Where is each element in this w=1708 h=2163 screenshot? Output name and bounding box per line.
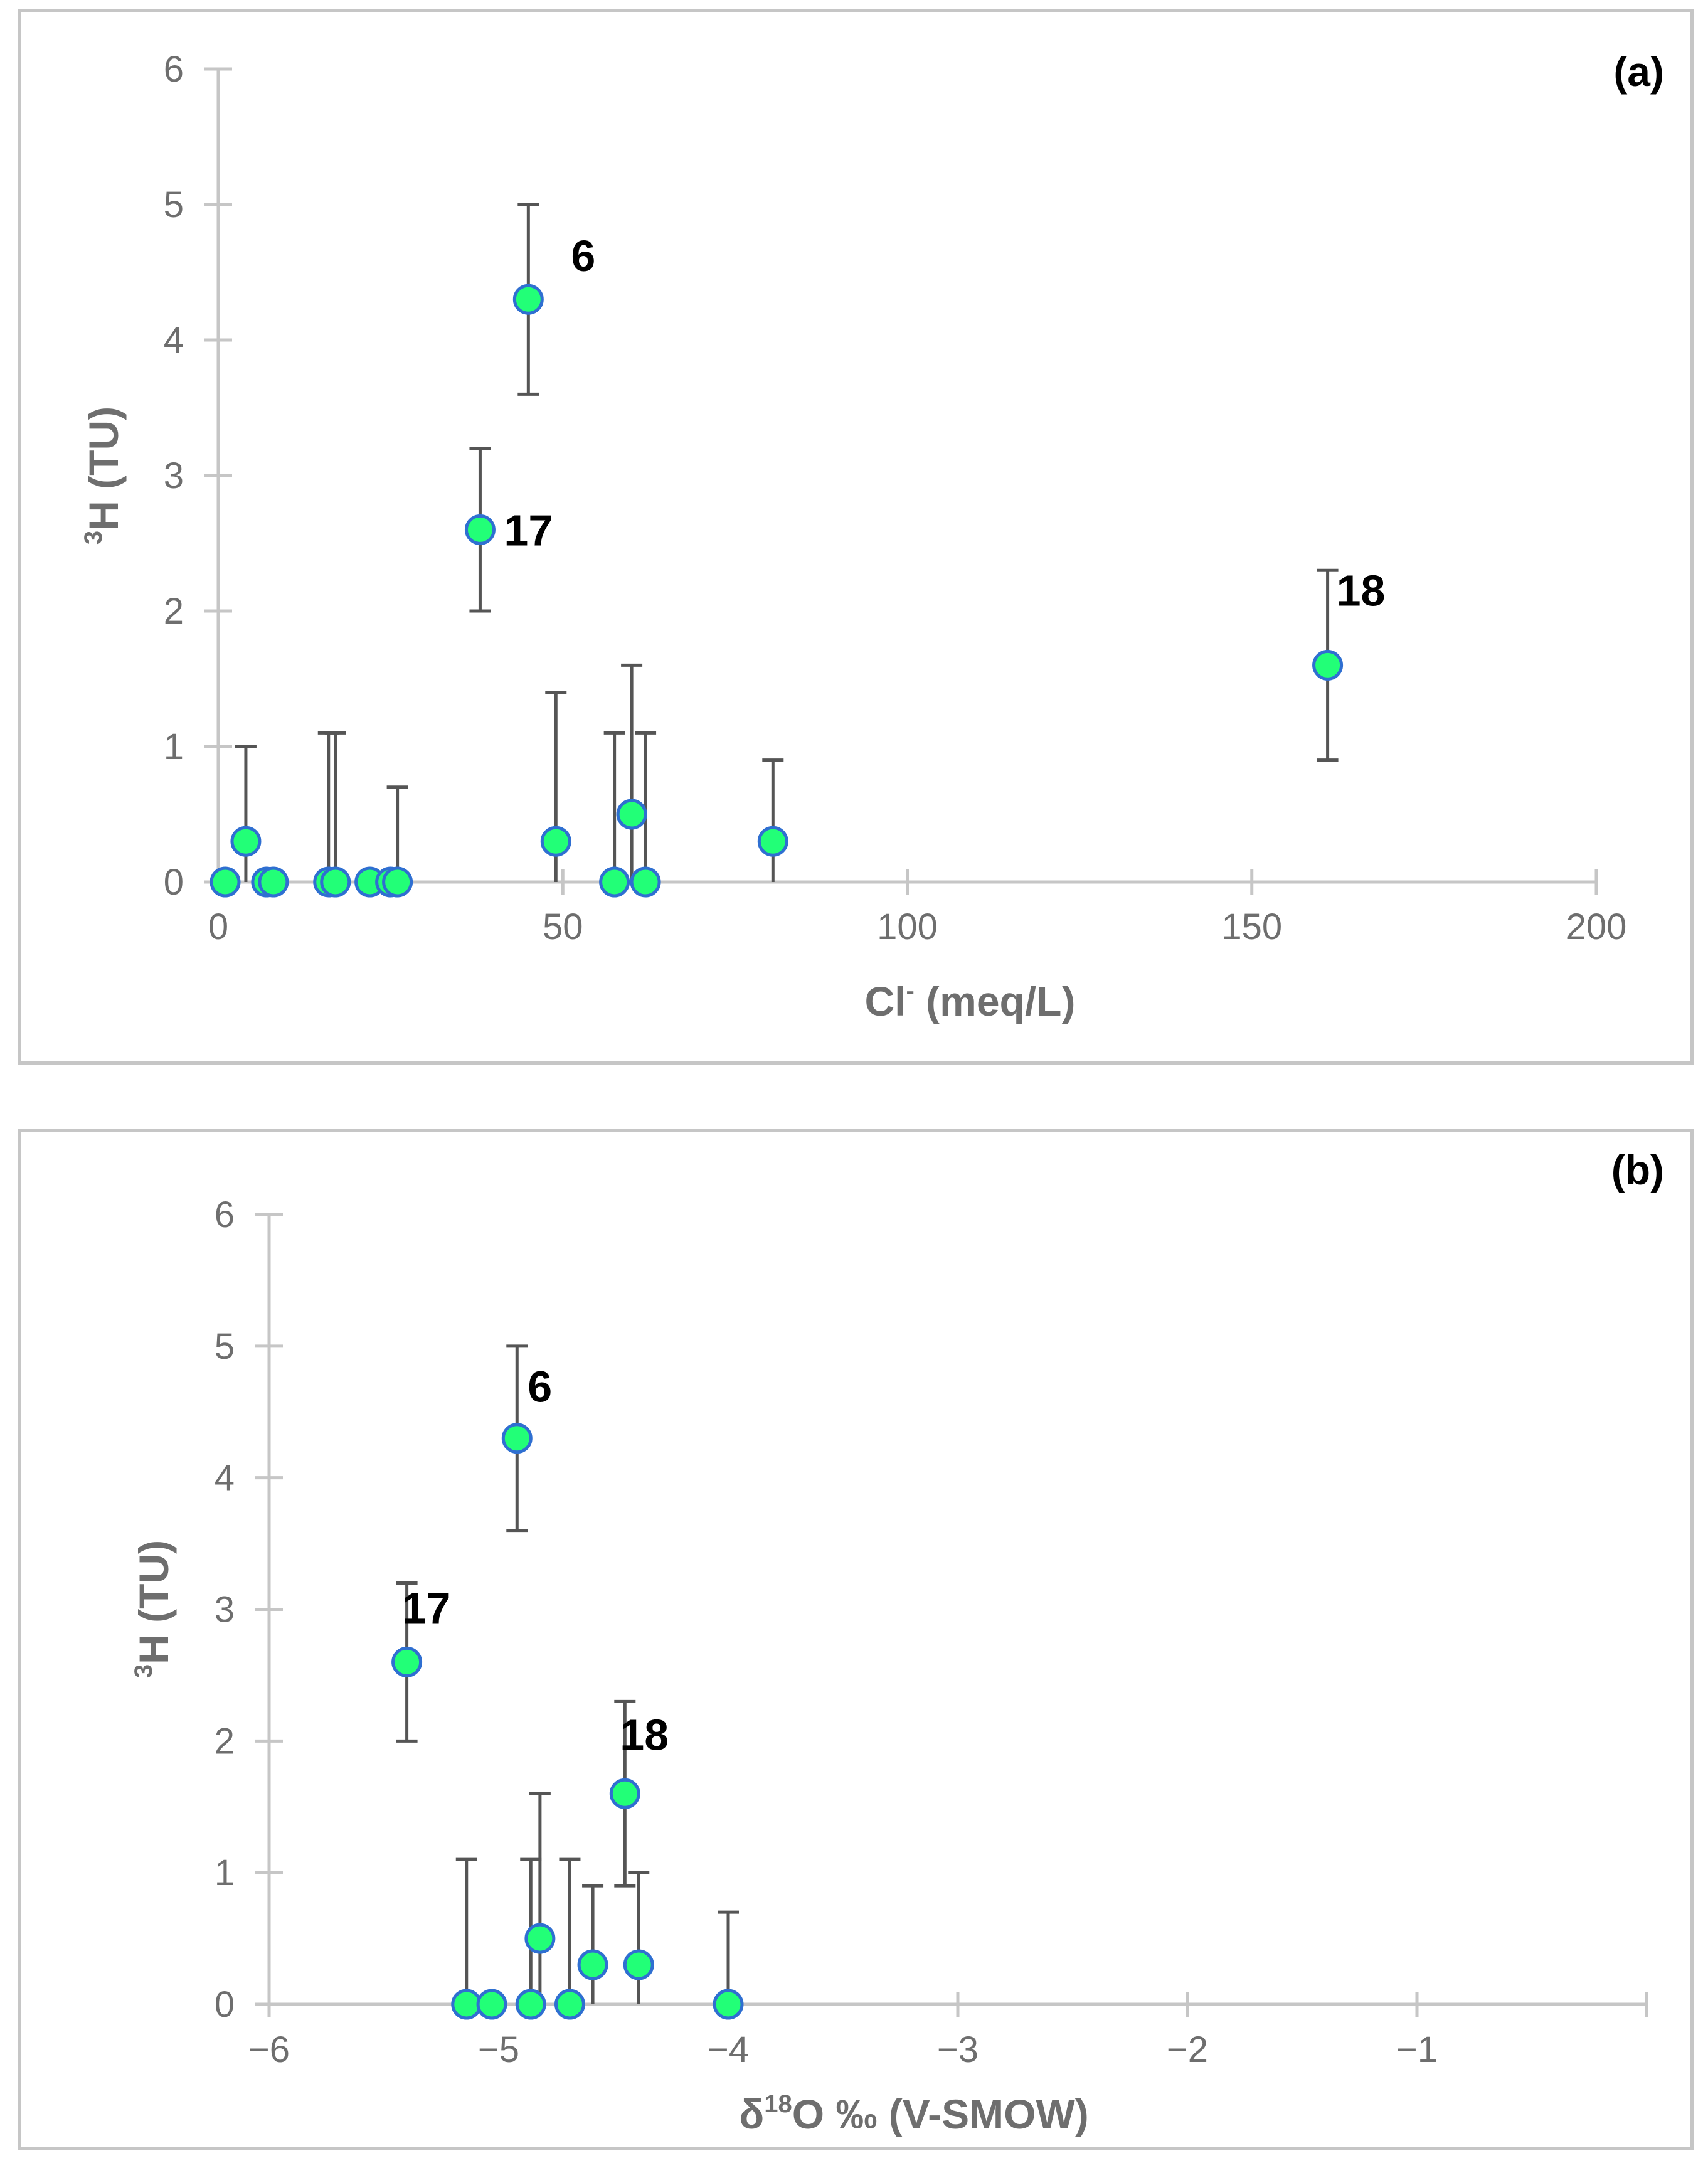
point-label: 6: [528, 1363, 552, 1411]
x-tick-label: 200: [1566, 906, 1627, 947]
y-tick-label: 5: [215, 1326, 235, 1367]
panel-label: (b): [1611, 1147, 1664, 1193]
data-point: [1312, 649, 1344, 681]
y-tick-label: 5: [164, 184, 184, 225]
data-point: [382, 866, 413, 898]
x-axis-title: δ18O ‰ (V-SMOW): [739, 2090, 1089, 2137]
x-tick-label: −3: [937, 2029, 979, 2070]
y-tick-label: 3: [215, 1590, 235, 1630]
x-tick-label: −5: [478, 2029, 519, 2070]
y-tick-label: 6: [215, 1194, 235, 1235]
point-label: 6: [571, 231, 595, 280]
y-tick-label: 1: [164, 726, 184, 767]
chart-panel-b: 0 1 2 3 4 5 6 −6 −5 −4 −3 −2 −1 17 6 18 (b) δ18O ‰ (V-SMO…: [18, 1129, 1694, 2150]
y-axis-title: 3H (TU): [80, 407, 127, 545]
data-point: [524, 1923, 556, 1954]
data-point: [515, 1989, 546, 2020]
data-point: [630, 866, 661, 898]
y-tick-label: 2: [164, 591, 184, 632]
y-tick-label: 2: [215, 1721, 235, 1762]
x-axis-title: Cl- (meq/L): [865, 977, 1076, 1024]
chart-panel-a: 0 1 2 3 4 5 6 0 50 100 150 200 17 6 18 (a) Cl- (meq/L) 3H…: [18, 9, 1694, 1065]
y-tick-label: 4: [164, 320, 184, 361]
point-label: 18: [620, 1710, 669, 1759]
data-point: [464, 514, 496, 545]
data-point: [230, 826, 262, 857]
data-point: [391, 1646, 423, 1677]
x-tick-label: 150: [1221, 906, 1282, 947]
y-tick-label: 3: [164, 455, 184, 496]
point-label: 18: [1337, 566, 1386, 615]
data-point: [616, 799, 647, 830]
data-point: [320, 866, 351, 898]
x-tick-label: 50: [543, 906, 583, 947]
data-point: [757, 826, 788, 857]
point-label: 17: [402, 1583, 451, 1632]
x-tick-label: 100: [877, 906, 938, 947]
data-point: [476, 1989, 507, 2020]
data-point: [577, 1949, 608, 1980]
panel-label: (a): [1613, 48, 1664, 95]
y-tick-label: 6: [164, 49, 184, 90]
x-tick-label: 0: [208, 906, 228, 947]
data-point: [623, 1949, 654, 1980]
point-label: 17: [504, 506, 553, 555]
scatter-chart-b: 0 1 2 3 4 5 6 −6 −5 −4 −3 −2 −1 17 6 18 (b) δ18O ‰ (V-SMO…: [130, 1147, 1664, 2137]
data-point: [258, 866, 289, 898]
data-point: [540, 826, 571, 857]
y-tick-label: 1: [215, 1852, 235, 1893]
data-point: [713, 1989, 744, 2020]
scatter-chart-a: 0 1 2 3 4 5 6 0 50 100 150 200 17 6 18 (a) Cl- (meq/L) 3H…: [80, 48, 1664, 1024]
y-tick-label: 4: [215, 1458, 235, 1499]
x-tick-label: −1: [1396, 2029, 1438, 2070]
x-tick-label: −2: [1167, 2029, 1208, 2070]
data-point: [451, 1989, 482, 2020]
x-tick-label: −4: [708, 2029, 749, 2070]
data-point: [609, 1778, 640, 1809]
y-axis-title: 3H (TU): [130, 1540, 177, 1678]
data-point: [599, 866, 630, 898]
data-point: [554, 1989, 585, 2020]
data-point: [512, 284, 544, 315]
y-tick-label: 0: [164, 862, 184, 903]
y-tick-label: 0: [215, 1984, 235, 2025]
x-tick-label: −6: [248, 2029, 290, 2070]
data-point: [501, 1423, 533, 1454]
data-point: [210, 866, 241, 898]
